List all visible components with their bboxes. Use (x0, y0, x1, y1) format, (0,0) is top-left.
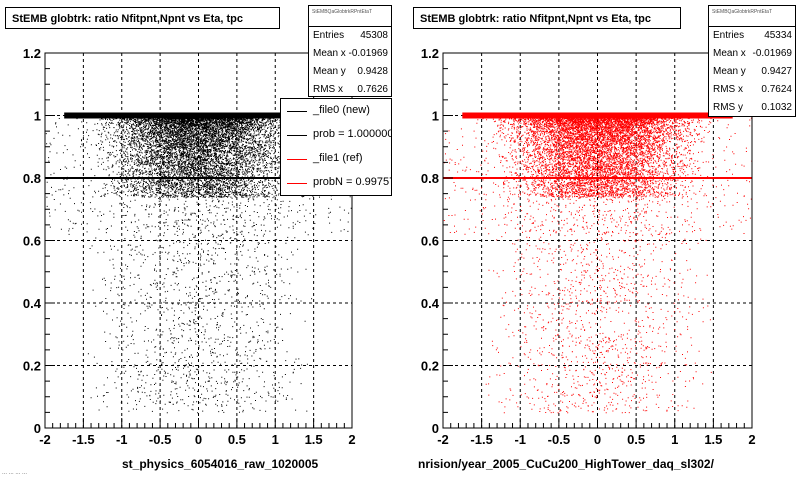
x-tick-label: 0.5 (228, 432, 246, 447)
stats-key: Entries (713, 30, 745, 41)
x-tick-label: 2 (748, 432, 755, 447)
y-tick-label: 0.8 (23, 171, 41, 186)
legend-entry-probn: probN = 0.997577 (281, 171, 391, 195)
panel-ref: -2 -1.5 -1 -0.5 0 0.5 1 1.5 2 0 0.2 0.4 0.6 0.8 1 1.2 S… (400, 0, 800, 480)
x-tick-label: -0.5 (548, 432, 570, 447)
legend-line-icon (287, 159, 307, 160)
stats-value: -0.01969 (348, 48, 388, 59)
y-tick-label: 0.6 (23, 234, 41, 249)
x-tick-label: 0 (195, 432, 202, 447)
legend-entry-file1: _file1 (ref) (281, 147, 391, 171)
stats-value: 45308 (360, 30, 388, 41)
x-tick-label: -2 (437, 432, 449, 447)
stats-value: 45334 (764, 30, 792, 41)
legend-label: _file0 (new) (313, 104, 370, 116)
stats-value: 0.7626 (357, 84, 388, 95)
stats-row-mean-x: Mean x -0.01969 (709, 45, 795, 63)
stats-row-entries: Entries 45334 (709, 27, 795, 45)
legend-box: _file0 (new) prob = 1.000000 _file1 (ref… (280, 98, 392, 196)
stats-value: 0.7624 (761, 84, 792, 95)
legend-entry-prob: prob = 1.000000 (281, 123, 391, 147)
legend-line-icon (287, 111, 307, 112)
y-tick-label: 1.2 (421, 46, 439, 61)
scatter-points (45, 115, 352, 414)
stats-key: Mean y (713, 66, 746, 77)
stats-box-new: StEMBQaGlobtrkRPntEtaT Entries 45308 Mea… (308, 5, 392, 97)
y-tick-label: 0.8 (421, 171, 439, 186)
stats-row-mean-x: Mean x -0.01969 (309, 45, 391, 63)
stats-key: RMS x (313, 84, 343, 95)
y-tick-label: 1 (34, 109, 41, 124)
legend-line-icon (287, 183, 307, 184)
y-tick-label: 0.4 (421, 296, 440, 311)
y-tick-label: 0 (34, 421, 41, 436)
stats-key: RMS x (713, 84, 743, 95)
y-tick-label: 0 (432, 421, 439, 436)
x-axis-label-new: st_physics_6054016_raw_1020005 (122, 457, 319, 471)
y-axis: 0 0.2 0.4 0.6 0.8 1 1.2 (421, 46, 453, 436)
legend-label: _file1 (ref) (313, 152, 363, 164)
y-axis: 0 0.2 0.4 0.6 0.8 1 1.2 (23, 46, 55, 436)
x-tick-label: 2 (348, 432, 355, 447)
stats-value: 0.1032 (761, 102, 792, 113)
band-y-1 (462, 112, 733, 119)
band-y-0-8 (45, 177, 352, 179)
stats-value: 0.9428 (357, 66, 388, 77)
stats-row-mean-y: Mean y 0.9427 (709, 63, 795, 81)
stats-row-rms-x: RMS x 0.7624 (709, 81, 795, 99)
x-tick-label: 1.5 (305, 432, 323, 447)
legend-entry-file0: _file0 (new) (281, 99, 391, 123)
y-tick-label: 0.2 (421, 359, 439, 374)
x-axis-label-ref: nrision/year_2005_CuCu200_HighTower_daq_… (418, 457, 714, 471)
stats-row-rms-x: RMS x 0.7626 (309, 81, 391, 99)
stats-key: RMS y (713, 102, 743, 113)
x-tick-label: 1 (272, 432, 279, 447)
stats-value: 0.9427 (761, 66, 792, 77)
x-axis: -2 -1.5 -1 -0.5 0 0.5 1 1.5 2 (39, 418, 356, 447)
stats-key: Mean y (313, 66, 346, 77)
x-tick-label: -1 (116, 432, 128, 447)
stats-box-ref: StEMBQaGlobtrkRPntEtaT Entries 45334 Mea… (708, 5, 796, 117)
x-tick-label: -0.5 (149, 432, 171, 447)
x-tick-label: -1 (514, 432, 526, 447)
plot-area-ref: -2 -1.5 -1 -0.5 0 0.5 1 1.5 2 0 0.2 0.4 0.6 0.8 1 1.2 (421, 46, 756, 447)
stats-row-entries: Entries 45308 (309, 27, 391, 45)
x-tick-label: 1 (671, 432, 678, 447)
x-tick-label: -2 (39, 432, 51, 447)
x-tick-label: 0.5 (627, 432, 645, 447)
y-tick-label: 1 (432, 109, 439, 124)
y-tick-label: 0.4 (23, 296, 42, 311)
stats-key: Entries (313, 30, 345, 41)
x-tick-label: -1.5 (470, 432, 492, 447)
legend-line-icon (287, 135, 307, 136)
y-tick-label: 0.2 (23, 359, 41, 374)
stats-value: -0.01969 (752, 48, 792, 59)
y-tick-label: 0.6 (421, 234, 439, 249)
plot-area-new: -2 -1.5 -1 -0.5 0 0.5 1 1.5 2 0 0.2 0.4 0.6 0.8 1 1.2 (23, 46, 356, 447)
stats-name: StEMBQaGlobtrkRPntEtaT (309, 6, 391, 27)
corner-footnote: ... ... ... ... (2, 470, 28, 476)
band-y-0-8 (443, 177, 752, 179)
panel-new: -2 -1.5 -1 -0.5 0 0.5 1 1.5 2 0 0.2 0.4 0.6 0.8 1 1.2 S… (5, 5, 392, 471)
x-axis: -2 -1.5 -1 -0.5 0 0.5 1 1.5 2 (437, 418, 756, 447)
x-tick-label: 0 (594, 432, 601, 447)
stats-key: Mean x (313, 48, 346, 59)
legend-label: probN = 0.997577 (313, 176, 391, 188)
x-tick-label: 1.5 (704, 432, 722, 447)
plot-title-ref: StEMB globtrk: ratio Nfitpnt,Npnt vs Eta… (413, 7, 681, 29)
stats-row-rms-y: RMS y 0.1032 (709, 99, 795, 117)
scatter-marks (45, 115, 352, 414)
stats-row-mean-y: Mean y 0.9428 (309, 63, 391, 81)
band-y-1 (64, 112, 333, 119)
x-tick-label: -1.5 (72, 432, 94, 447)
stats-name: StEMBQaGlobtrkRPntEtaT (709, 6, 795, 27)
y-tick-label: 1.2 (23, 46, 41, 61)
stats-key: Mean x (713, 48, 746, 59)
legend-label: prob = 1.000000 (313, 128, 392, 140)
plot-title-new: StEMB globtrk: ratio Nfitpnt,Npnt vs Eta… (5, 7, 280, 29)
